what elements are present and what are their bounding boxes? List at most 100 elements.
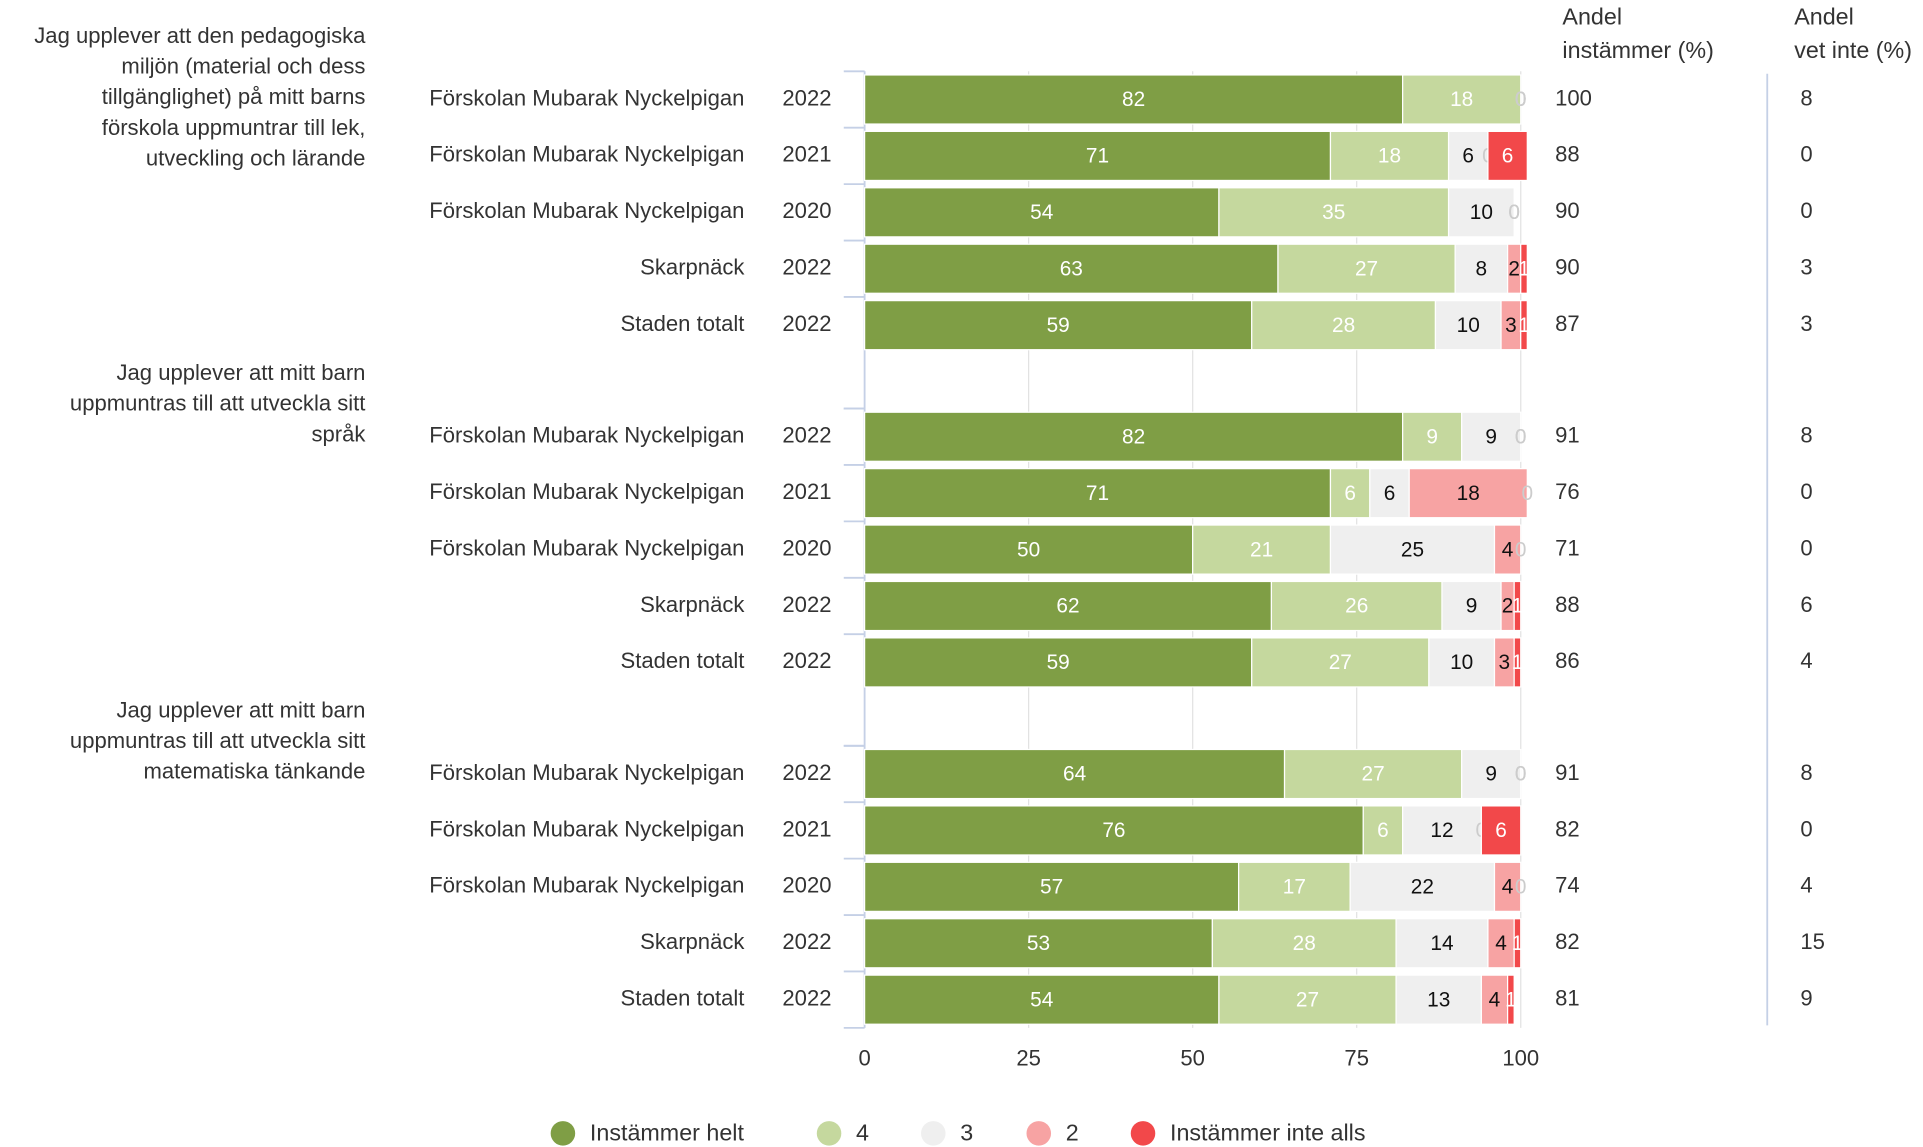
bar-segment <box>1520 243 1528 294</box>
column-value: 76 <box>1555 479 1580 504</box>
column-value: 88 <box>1555 142 1580 167</box>
row-label: Förskolan Mubarak Nyckelpigan <box>429 479 744 504</box>
bar-segment <box>1329 468 1371 519</box>
bar-value-label: 9 <box>1485 763 1497 786</box>
bar-segment <box>1493 524 1522 575</box>
bar-segment <box>1277 243 1456 294</box>
bar-segment <box>1237 861 1351 912</box>
bar-segment <box>864 411 1404 462</box>
bar-segment <box>1251 300 1437 351</box>
bar-value-label: 25 <box>1401 538 1424 561</box>
column-value: 0 <box>1800 535 1812 560</box>
bar-segment <box>864 748 1286 800</box>
bar-value-label: 4 <box>1495 932 1507 955</box>
bar-value-label: 71 <box>1086 145 1109 168</box>
column-value: 87 <box>1555 311 1580 336</box>
bar-value-label: 22 <box>1411 876 1434 899</box>
bar-value-label: 27 <box>1355 257 1378 280</box>
row-year: 2022 <box>782 986 831 1011</box>
x-tick-label: 75 <box>1344 1046 1369 1071</box>
row-label: Staden totalt <box>621 311 745 336</box>
bar-value-label: 3 <box>1499 651 1511 674</box>
column-value: 81 <box>1555 986 1580 1011</box>
bar-value-label: 63 <box>1060 257 1083 280</box>
bar-value-label: 82 <box>1122 425 1145 448</box>
row-year: 2021 <box>782 142 831 167</box>
bar-segment <box>1434 300 1502 351</box>
x-tick-label: 25 <box>1016 1046 1041 1071</box>
bar-value-label: 0 <box>1515 876 1527 899</box>
column-value: 6 <box>1800 592 1812 617</box>
row-label: Förskolan Mubarak Nyckelpigan <box>429 85 744 110</box>
row-label: Förskolan Mubarak Nyckelpigan <box>429 535 744 560</box>
bar-value-label: 27 <box>1362 763 1385 786</box>
bar-segment <box>1480 805 1522 856</box>
bar-value-label: 0 <box>1515 763 1527 786</box>
bar-segment <box>864 130 1332 182</box>
bar-segment <box>1487 130 1528 182</box>
column-value: 88 <box>1555 592 1580 617</box>
bar-value-label: 27 <box>1296 988 1319 1011</box>
bar-value-label: 0 <box>1515 425 1527 448</box>
bar-segment <box>1480 974 1509 1025</box>
bar-value-label: 59 <box>1047 651 1070 674</box>
bar-value-label: 13 <box>1427 988 1450 1011</box>
bar-value-label: 0 <box>1515 425 1527 448</box>
row-year: 2022 <box>782 592 831 617</box>
bar-value-label: 64 <box>1063 763 1086 786</box>
legend-swatch <box>921 1121 946 1146</box>
bar-value-label: 0 <box>1515 88 1527 111</box>
bar-value-label: 76 <box>1102 819 1125 842</box>
column-value: 0 <box>1800 816 1812 841</box>
legend-label: 3 <box>960 1120 973 1146</box>
bar-value-label: 59 <box>1047 314 1070 337</box>
bar-value-label: 18 <box>1457 482 1480 505</box>
bar-segment <box>1454 243 1509 294</box>
bar-value-label: 4 <box>1502 876 1514 899</box>
bar-value-label: 1 <box>1518 257 1530 280</box>
bar-segment <box>1270 580 1443 632</box>
bar-value-label: 0 <box>1522 482 1534 505</box>
bar-value-label: 26 <box>1345 595 1368 618</box>
column-value: 8 <box>1800 760 1812 785</box>
bar-segment <box>1349 861 1496 912</box>
bar-value-label: 10 <box>1457 314 1480 337</box>
bar-segment <box>1520 300 1528 351</box>
bar-segment <box>864 300 1253 351</box>
row-year: 2021 <box>782 479 831 504</box>
column-value: 8 <box>1800 85 1812 110</box>
bar-segment <box>864 637 1253 688</box>
bar-segment <box>1513 580 1522 632</box>
bar-value-label: 0 <box>1515 88 1527 111</box>
bar-segment <box>864 974 1220 1025</box>
row-label: Skarpnäck <box>640 929 745 954</box>
column-value: 15 <box>1800 929 1825 954</box>
bar-value-label: 82 <box>1122 88 1145 111</box>
bar-value-label: 3 <box>1505 314 1517 337</box>
row-label: Förskolan Mubarak Nyckelpigan <box>429 142 744 167</box>
bar-value-label: 6 <box>1344 482 1356 505</box>
bar-value-label: 62 <box>1056 595 1079 618</box>
bar-value-label: 12 <box>1430 819 1453 842</box>
column-value: 91 <box>1555 760 1580 785</box>
legend-label: Instämmer inte alls <box>1170 1120 1366 1146</box>
bar-value-label: 54 <box>1030 201 1053 224</box>
bar-value-label: 9 <box>1466 595 1478 618</box>
question-text: Jag upplever att mitt barn <box>117 360 366 385</box>
question-text: språk <box>312 421 367 446</box>
row-label: Förskolan Mubarak Nyckelpigan <box>429 760 744 785</box>
bar-value-label: 57 <box>1040 876 1063 899</box>
bar-segment <box>1461 748 1522 800</box>
row-label: Staden totalt <box>621 986 745 1011</box>
bar-value-label: 9 <box>1485 425 1497 448</box>
column-value: 4 <box>1800 873 1812 898</box>
bar-value-label: 17 <box>1283 876 1306 899</box>
bar-segment <box>1218 974 1397 1025</box>
bar-value-label: 27 <box>1329 651 1352 674</box>
column-value: 0 <box>1800 142 1812 167</box>
row-label: Förskolan Mubarak Nyckelpigan <box>429 873 744 898</box>
bar-segment <box>1513 918 1522 969</box>
bar-segment <box>864 243 1279 294</box>
column-value: 71 <box>1555 535 1580 560</box>
